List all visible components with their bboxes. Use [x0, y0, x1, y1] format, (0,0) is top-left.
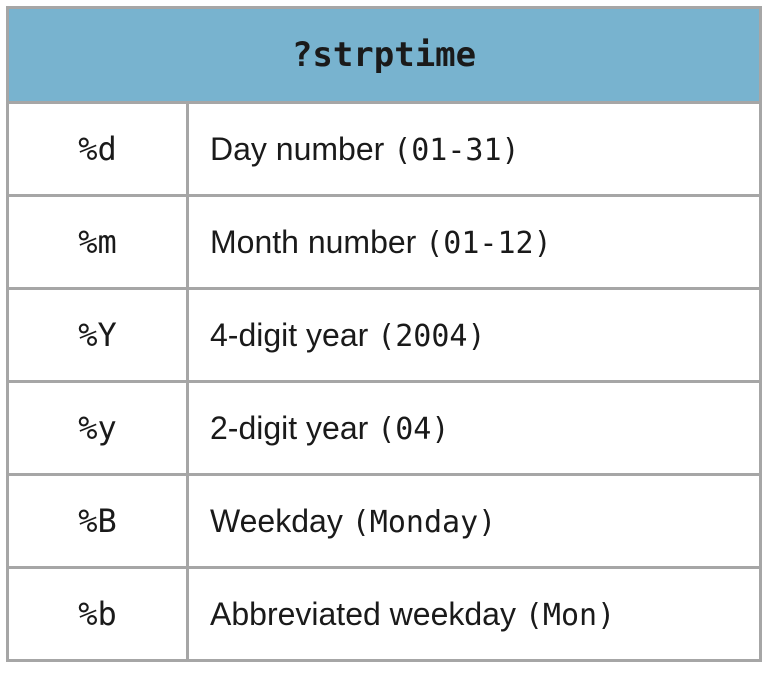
format-description: Day number (01-31)	[186, 101, 762, 197]
format-code: %y	[6, 380, 189, 476]
description-text: 2-digit year	[210, 409, 369, 446]
description-text: Month number	[210, 223, 417, 260]
table-header-row: ?strptime	[6, 6, 762, 104]
description-text: Abbreviated weekday	[210, 595, 516, 632]
description-example: (04)	[377, 411, 450, 447]
description-example: (Mon)	[524, 597, 616, 633]
format-code: %B	[6, 473, 189, 569]
table-title: ?strptime	[6, 6, 762, 104]
format-description: Abbreviated weekday (Mon)	[186, 566, 762, 662]
table-row: %B Weekday (Monday)	[6, 473, 762, 569]
format-description: Month number (01-12)	[186, 194, 762, 290]
table-row: %b Abbreviated weekday (Mon)	[6, 566, 762, 662]
description-text: 4-digit year	[210, 316, 369, 353]
format-code: %m	[6, 194, 189, 290]
table-row: %Y 4-digit year (2004)	[6, 287, 762, 383]
format-code: %b	[6, 566, 189, 662]
table-row: %m Month number (01-12)	[6, 194, 762, 290]
format-code: %Y	[6, 287, 189, 383]
description-example: (Monday)	[351, 504, 497, 540]
format-code: %d	[6, 101, 189, 197]
format-description: 2-digit year (04)	[186, 380, 762, 476]
table-row: %y 2-digit year (04)	[6, 380, 762, 476]
description-example: (01-12)	[425, 225, 552, 261]
description-example: (01-31)	[393, 132, 520, 168]
description-text: Weekday	[210, 502, 343, 539]
strptime-reference-table: ?strptime %d Day number (01-31) %m Month…	[6, 6, 762, 662]
table-row: %d Day number (01-31)	[6, 101, 762, 197]
description-example: (2004)	[377, 318, 486, 354]
description-text: Day number	[210, 130, 385, 167]
format-description: Weekday (Monday)	[186, 473, 762, 569]
format-description: 4-digit year (2004)	[186, 287, 762, 383]
